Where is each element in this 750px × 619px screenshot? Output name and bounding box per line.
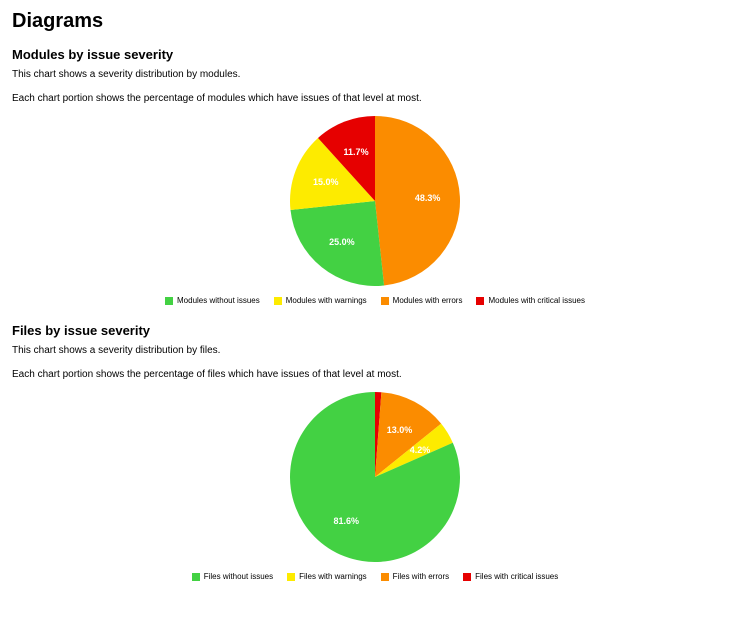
section-desc-1: This chart shows a severity distribution… (12, 344, 738, 358)
pie-svg (290, 116, 460, 286)
legend-label-none: Modules without issues (177, 296, 260, 305)
section-modules: Modules by issue severity This chart sho… (12, 47, 738, 305)
legend-item-none: Files without issues (192, 572, 273, 581)
chart-container: 48.3%25.0%15.0%11.7% Modules without iss… (12, 116, 738, 305)
legend-files: Files without issues Files with warnings F… (192, 572, 559, 581)
legend-item-critical: Files with critical issues (463, 572, 558, 581)
pie-chart-files: 13.0%4.2%81.6% (290, 392, 460, 562)
legend-swatch-none (192, 573, 200, 581)
pie-slice-errors (375, 116, 460, 286)
section-files: Files by issue severity This chart shows… (12, 323, 738, 581)
legend-item-errors: Files with errors (381, 572, 449, 581)
legend-swatch-errors (381, 297, 389, 305)
legend-item-errors: Modules with errors (381, 296, 463, 305)
chart-container: 13.0%4.2%81.6% Files without issuesFiles… (12, 392, 738, 581)
section-title: Modules by issue severity (12, 47, 738, 62)
legend-swatch-critical (476, 297, 484, 305)
legend-swatch-errors (381, 573, 389, 581)
section-desc-2: Each chart portion shows the percentage … (12, 92, 738, 106)
legend-item-warnings: Modules with warnings (274, 296, 367, 305)
legend-swatch-critical (463, 573, 471, 581)
section-desc-1: This chart shows a severity distribution… (12, 68, 738, 82)
legend-label-errors: Files with errors (393, 572, 449, 581)
legend-swatch-warnings (274, 297, 282, 305)
legend-label-warnings: Files with warnings (299, 572, 367, 581)
legend-swatch-none (165, 297, 173, 305)
pie-slice-none (290, 201, 384, 286)
legend-item-critical: Modules with critical issues (476, 296, 584, 305)
legend-label-critical: Files with critical issues (475, 572, 558, 581)
pie-svg (290, 392, 460, 562)
section-title: Files by issue severity (12, 323, 738, 338)
section-desc-2: Each chart portion shows the percentage … (12, 368, 738, 382)
pie-chart-modules: 48.3%25.0%15.0%11.7% (290, 116, 460, 286)
legend-label-errors: Modules with errors (393, 296, 463, 305)
legend-modules: Modules without issues Modules with warni… (165, 296, 585, 305)
legend-label-critical: Modules with critical issues (488, 296, 584, 305)
page: Diagrams Modules by issue severity This … (0, 0, 750, 619)
legend-item-none: Modules without issues (165, 296, 260, 305)
legend-item-warnings: Files with warnings (287, 572, 367, 581)
legend-label-warnings: Modules with warnings (286, 296, 367, 305)
page-title: Diagrams (12, 10, 738, 33)
legend-label-none: Files without issues (204, 572, 273, 581)
legend-swatch-warnings (287, 573, 295, 581)
